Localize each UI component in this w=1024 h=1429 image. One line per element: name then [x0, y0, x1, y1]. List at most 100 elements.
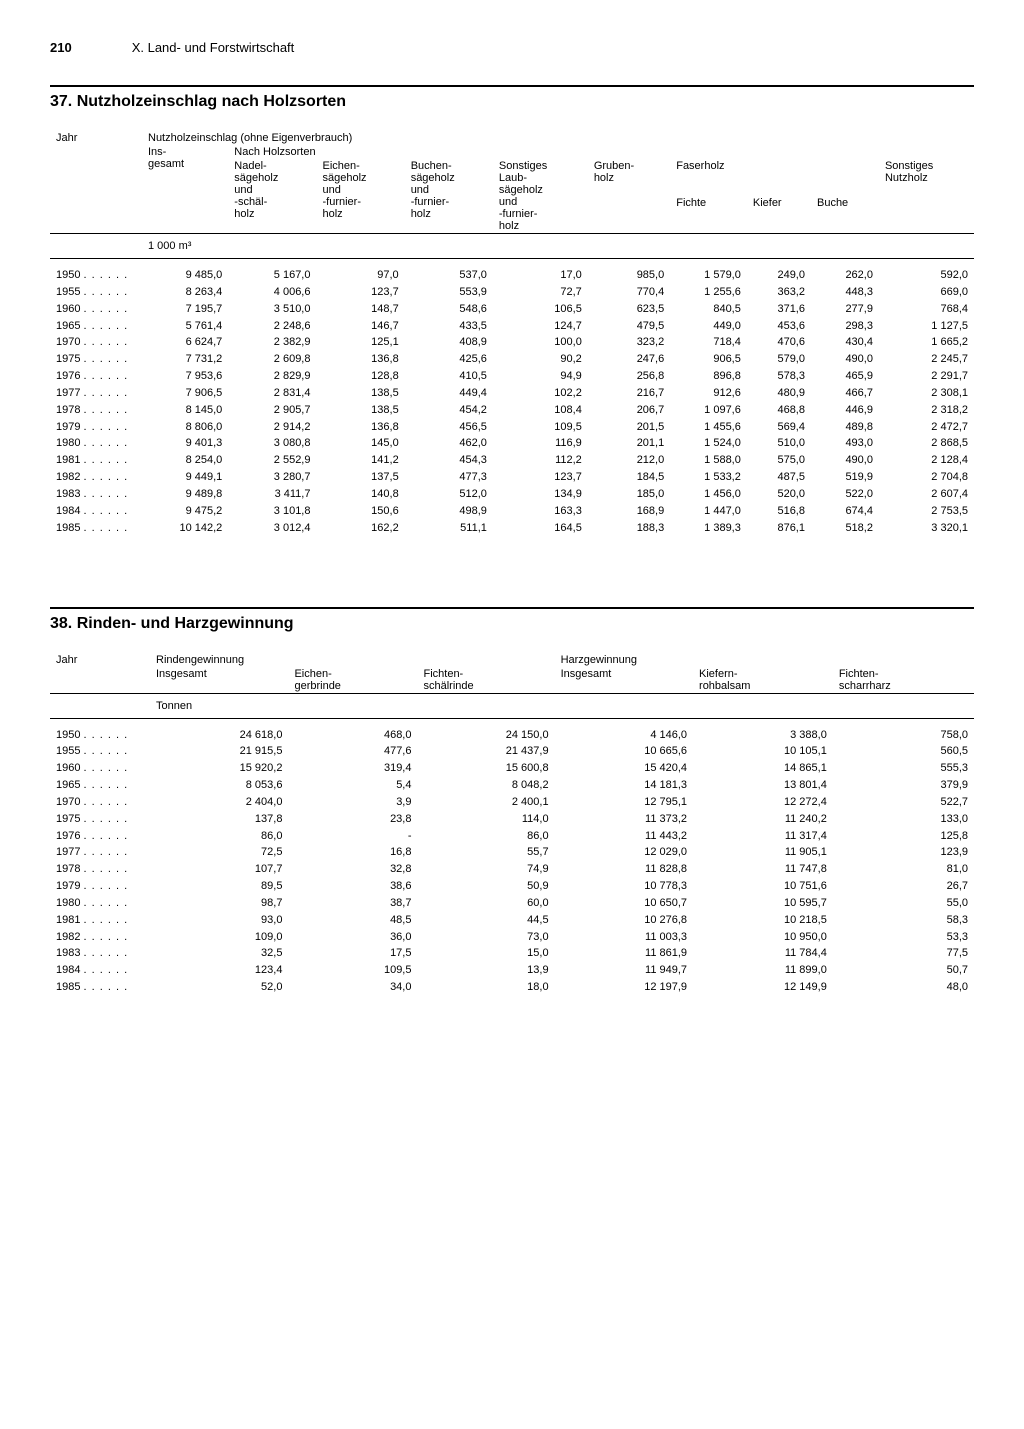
data-cell: 136,8 [316, 351, 404, 368]
data-cell: 10 218,5 [693, 912, 833, 929]
data-cell: 2 607,4 [879, 486, 974, 503]
data-cell: 470,6 [747, 334, 811, 351]
data-cell: 123,9 [833, 844, 974, 861]
data-cell: 1 533,2 [670, 469, 747, 486]
data-cell: 512,0 [405, 486, 493, 503]
data-cell: 145,0 [316, 435, 404, 452]
data-cell: 138,5 [316, 385, 404, 402]
data-cell: 162,2 [316, 520, 404, 537]
data-cell: 10 105,1 [693, 743, 833, 760]
data-cell: 32,5 [150, 945, 288, 962]
data-cell: 38,6 [288, 878, 417, 895]
year-cell: 1955 . . . . . . [50, 743, 150, 760]
year-cell: 1960 . . . . . . [50, 760, 150, 777]
data-cell: 86,0 [417, 828, 554, 845]
data-cell: 2 308,1 [879, 385, 974, 402]
data-cell: 493,0 [811, 435, 879, 452]
year-cell: 1975 . . . . . . [50, 811, 150, 828]
table-row: 1977 . . . . . .7 906,52 831,4138,5449,4… [50, 385, 974, 402]
data-cell: 371,6 [747, 301, 811, 318]
data-cell: 9 449,1 [142, 469, 228, 486]
year-cell: 1977 . . . . . . [50, 844, 150, 861]
data-cell: 468,8 [747, 402, 811, 419]
data-cell: 1 455,6 [670, 419, 747, 436]
table-row: 1979 . . . . . .8 806,02 914,2136,8456,5… [50, 419, 974, 436]
data-cell: 146,7 [316, 318, 404, 335]
data-cell: - [288, 828, 417, 845]
data-cell: 2 291,7 [879, 368, 974, 385]
data-cell: 24 618,0 [150, 727, 288, 744]
data-cell: 48,0 [833, 979, 974, 996]
data-cell: 15 600,8 [417, 760, 554, 777]
year-cell: 1982 . . . . . . [50, 929, 150, 946]
data-cell: 10 950,0 [693, 929, 833, 946]
table-row: 1977 . . . . . .72,516,855,712 029,011 9… [50, 844, 974, 861]
year-cell: 1985 . . . . . . [50, 979, 150, 996]
data-cell: 449,0 [670, 318, 747, 335]
data-cell: 21 437,9 [417, 743, 554, 760]
table-row: 1970 . . . . . .6 624,72 382,9125,1408,9… [50, 334, 974, 351]
data-cell: 1 255,6 [670, 284, 747, 301]
data-cell: 553,9 [405, 284, 493, 301]
year-cell: 1976 . . . . . . [50, 368, 142, 385]
data-cell: 137,5 [316, 469, 404, 486]
data-cell: 519,9 [811, 469, 879, 486]
data-cell: 98,7 [150, 895, 288, 912]
data-cell: 137,8 [150, 811, 288, 828]
data-cell: 448,3 [811, 284, 879, 301]
t37-group-faser: Faserholz [670, 159, 879, 196]
data-cell: 10 778,3 [555, 878, 693, 895]
table-row: 1950 . . . . . .9 485,05 167,097,0537,01… [50, 267, 974, 284]
data-cell: 490,0 [811, 452, 879, 469]
table-row: 1982 . . . . . .9 449,13 280,7137,5477,3… [50, 469, 974, 486]
data-cell: 560,5 [833, 743, 974, 760]
data-cell: 2 609,8 [228, 351, 316, 368]
data-cell: 7 195,7 [142, 301, 228, 318]
table-38: Jahr Rindengewinnung Harzgewinnung Insge… [50, 653, 974, 997]
data-cell: 425,6 [405, 351, 493, 368]
data-cell: 8 048,2 [417, 777, 554, 794]
table-row: 1981 . . . . . .8 254,02 552,9141,2454,3… [50, 452, 974, 469]
data-cell: 5 761,4 [142, 318, 228, 335]
table-row: 1984 . . . . . .9 475,23 101,8150,6498,9… [50, 503, 974, 520]
data-cell: 108,4 [493, 402, 588, 419]
data-cell: 8 254,0 [142, 452, 228, 469]
data-cell: 17,5 [288, 945, 417, 962]
t37-col-fichte: Fichte [670, 196, 747, 234]
t37-col-year: Jahr [50, 131, 142, 234]
data-cell: 11 861,9 [555, 945, 693, 962]
data-cell: 134,9 [493, 486, 588, 503]
data-cell: 840,5 [670, 301, 747, 318]
data-cell: 262,0 [811, 267, 879, 284]
table-row: 1980 . . . . . .98,738,760,010 650,710 5… [50, 895, 974, 912]
data-cell: 256,8 [588, 368, 670, 385]
data-cell: 8 145,0 [142, 402, 228, 419]
data-cell: 2 472,7 [879, 419, 974, 436]
data-cell: 575,0 [747, 452, 811, 469]
year-cell: 1960 . . . . . . [50, 301, 142, 318]
data-cell: 18,0 [417, 979, 554, 996]
data-cell: 511,1 [405, 520, 493, 537]
data-cell: 124,7 [493, 318, 588, 335]
data-cell: 758,0 [833, 727, 974, 744]
data-cell: 449,4 [405, 385, 493, 402]
data-cell: 468,0 [288, 727, 417, 744]
data-cell: 141,2 [316, 452, 404, 469]
table-row: 1955 . . . . . .8 263,44 006,6123,7553,9… [50, 284, 974, 301]
data-cell: 2 318,2 [879, 402, 974, 419]
data-cell: 11 373,2 [555, 811, 693, 828]
data-cell: 89,5 [150, 878, 288, 895]
data-cell: 465,9 [811, 368, 879, 385]
data-cell: 3 012,4 [228, 520, 316, 537]
data-cell: 14 865,1 [693, 760, 833, 777]
data-cell: 216,7 [588, 385, 670, 402]
data-cell: 2 128,4 [879, 452, 974, 469]
data-cell: 109,5 [288, 962, 417, 979]
data-cell: 2 868,5 [879, 435, 974, 452]
t37-col-sonst-laub: Sonstiges Laub- sägeholz und -furnier- h… [493, 159, 588, 234]
data-cell: 1 588,0 [670, 452, 747, 469]
table-row: 1983 . . . . . .9 489,83 411,7140,8512,0… [50, 486, 974, 503]
data-cell: 4 006,6 [228, 284, 316, 301]
data-cell: 184,5 [588, 469, 670, 486]
year-cell: 1983 . . . . . . [50, 486, 142, 503]
